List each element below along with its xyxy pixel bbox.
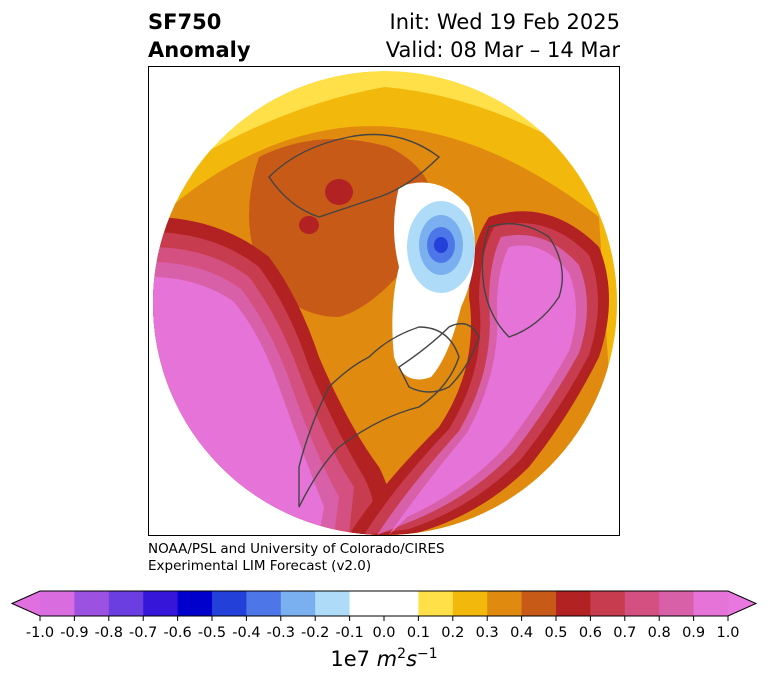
colorbar-swatch [384,591,419,616]
colorbar-tick-label: -0.1 [335,625,363,641]
atlantic-core [389,245,576,535]
forecast-dates: Init: Wed 19 Feb 2025 Valid: 08 Mar – 14… [386,8,620,64]
colorbar-swatch [74,591,110,616]
colorbar-swatch [349,591,385,616]
colorbar-swatch [280,591,316,616]
colorbar-swatch [693,591,729,616]
unit-second: s [406,647,418,671]
anomaly-max-west [299,216,319,234]
colorbar-tick-label: 0.7 [613,625,636,641]
colorbar-tick-label: -0.7 [129,625,157,641]
title-field: Anomaly [148,38,251,62]
plot-title: SF750 Anomaly [148,8,251,64]
colorbar-tick-label: 0.4 [510,625,533,641]
credit-text: NOAA/PSL and University of Colorado/CIRE… [148,541,445,575]
colorbar-tick-label: -0.4 [232,625,260,641]
colorbar-swatch [556,591,591,616]
unit-scale: 1e7 [330,647,377,671]
colorbar-tick-label: 0.6 [579,625,602,641]
unit-meter-exp: 2 [397,646,407,662]
colorbar-swatch [143,591,179,616]
anomaly-max-north [325,179,353,205]
colorbar-swatch [590,591,626,616]
colorbar-swatch [108,591,144,616]
colorbar-tick-label: -0.8 [95,625,123,641]
colorbar-tick-label: 0.8 [648,625,671,641]
colorbar-extend-under [12,591,40,616]
colorbar-tick-label: 0.3 [476,625,499,641]
colorbar-swatch [40,591,75,616]
colorbar-swatch [246,591,282,616]
init-date: Init: Wed 19 Feb 2025 [389,10,620,34]
colorbar-tick-label: -0.2 [301,625,329,641]
colorbar-tick-label: 0.9 [682,625,705,641]
credit-line-1: NOAA/PSL and University of Colorado/CIRE… [148,541,445,557]
colorbar-swatch [177,591,213,616]
credit-line-2: Experimental LIM Forecast (v2.0) [148,558,372,574]
colorbar-unit: 1e7 m2s−1 [0,646,768,671]
colorbar-swatch [659,591,695,616]
colorbar-tick-label: -0.6 [163,625,191,641]
colorbar-tick-label: -0.9 [60,625,88,641]
colorbar: -1.0 -0.9 -0.8 -0.7 -0.6 -0.5 -0.4 -0.3 -0.2 -0.1… [10,590,758,641]
coastlines [268,133,564,508]
colorbar-swatch [487,591,523,616]
unit-second-exp: −1 [417,646,438,662]
anomaly-map [153,71,617,535]
colorbar-tick-label: 0.0 [372,625,395,641]
colorbar-swatch [452,591,488,616]
unit-meter: m [376,647,398,671]
colorbar-tick-label: -0.3 [267,625,295,641]
polar-map [148,66,620,536]
colorbar-tick-label: -1.0 [26,625,54,641]
colorbar-tick-label: 0.2 [441,625,464,641]
colorbar-tick-label: 0.1 [407,625,430,641]
anomaly-negative-core [434,237,448,253]
colorbar-extend-over [728,591,756,616]
colorbar-swatch [418,591,454,616]
colorbar-swatch [521,591,557,616]
colorbar-swatch [315,591,351,616]
colorbar-tick-label: -0.5 [198,625,226,641]
valid-range: Valid: 08 Mar – 14 Mar [385,38,620,62]
colorbar-swatch [212,591,247,616]
anomaly-band-04 [249,139,434,317]
colorbar-tick-label: 0.5 [544,625,567,641]
colorbar-swatch [624,591,660,616]
title-variable: SF750 [148,10,222,34]
colorbar-tick-label: 1.0 [716,625,739,641]
